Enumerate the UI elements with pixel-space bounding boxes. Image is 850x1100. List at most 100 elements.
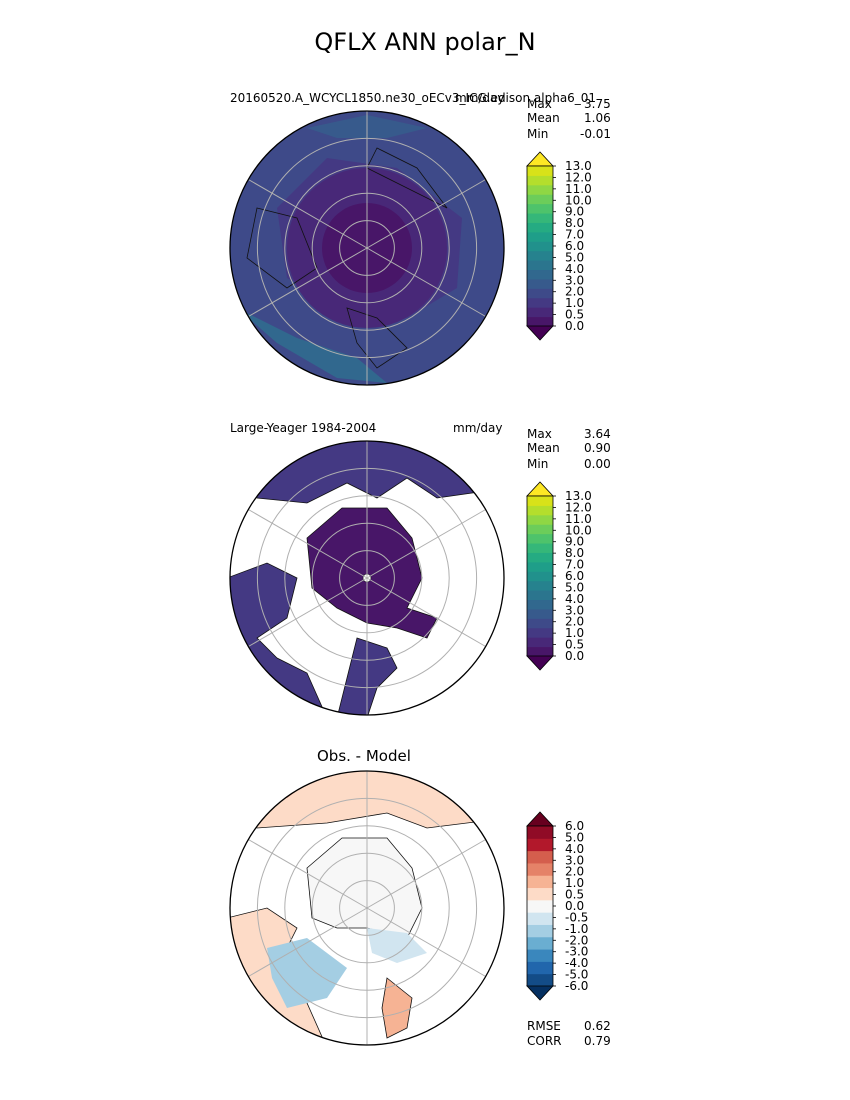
colorbar-tick-label: 0.0 xyxy=(565,319,584,333)
colorbar-tick-label: -1.0 xyxy=(565,922,588,936)
colorbar-segment xyxy=(527,899,553,913)
colorbar-tick-label: 5.0 xyxy=(565,580,584,594)
colorbar-segment xyxy=(527,241,553,252)
colorbar-tick-label: 3.0 xyxy=(565,273,584,287)
colorbar-segment xyxy=(527,936,553,950)
colorbar-segment xyxy=(527,316,553,327)
colorbar-tick-label: -3.0 xyxy=(565,945,588,959)
meridian-line xyxy=(248,247,368,317)
colorbar-segment xyxy=(527,637,553,648)
colorbar-segment xyxy=(527,524,553,535)
colorbar-tick-label: 11.0 xyxy=(565,512,592,526)
panel1-left-label: 20160520.A_WCYCL1850.ne30_oECv3_ICG.edis… xyxy=(230,91,597,105)
panel3-stat-rmse-label: RMSE xyxy=(527,1019,561,1033)
colorbar-tick-label: 6.0 xyxy=(565,239,584,253)
colorbar-segment xyxy=(527,924,553,938)
colorbar-tick-label: 8.0 xyxy=(565,546,584,560)
colorbar-tick-label: 2.0 xyxy=(565,865,584,879)
colorbar-segment xyxy=(527,260,553,271)
colorbar-tick-label: 4.0 xyxy=(565,842,584,856)
colorbar-segment xyxy=(527,231,553,242)
colorbar-tick-label: 0.5 xyxy=(565,308,584,322)
colorbar-tick-label: -2.0 xyxy=(565,933,588,947)
panel2-stat-mean-value: 0.90 xyxy=(584,441,611,455)
colorbar-segment xyxy=(527,175,553,186)
colorbar-tick-label: 3.0 xyxy=(565,853,584,867)
panel1-stat-max-value: 3.75 xyxy=(584,97,611,111)
meridian-line xyxy=(366,509,486,579)
colorbar-tick-label: 12.0 xyxy=(565,170,592,184)
meridian-line xyxy=(366,179,486,249)
barents-negative xyxy=(367,928,427,963)
colorbar-extend-min xyxy=(526,325,554,341)
colorbar-tick-label: 2.0 xyxy=(565,285,584,299)
colorbar-segment xyxy=(527,912,553,925)
colorbar-segment xyxy=(527,590,553,601)
colorbar-segment xyxy=(527,862,553,876)
colorbar-segment xyxy=(527,194,553,205)
colorbar-tick-label: 9.0 xyxy=(565,535,584,549)
colorbar-segment xyxy=(527,288,553,299)
meridian-line xyxy=(366,577,486,647)
colorbar-tick-label: 5.0 xyxy=(565,250,584,264)
colorbar-tick-label: 1.0 xyxy=(565,876,584,890)
meridian-line xyxy=(366,839,486,909)
panel1-units: mm/day xyxy=(455,91,505,105)
colorbar-tick-label: 13.0 xyxy=(565,489,592,503)
panel2-units: mm/day xyxy=(453,421,503,435)
colorbar-tick-label: 6.0 xyxy=(565,569,584,583)
colorbar-segment xyxy=(527,552,553,563)
colorbar-segment xyxy=(527,533,553,544)
colorbar-tick-label: 2.0 xyxy=(565,615,584,629)
colorbar-tick-label: 5.0 xyxy=(565,830,584,844)
panel2-stat-max-value: 3.64 xyxy=(584,427,611,441)
coastline-america xyxy=(246,207,318,289)
colorbar-segment xyxy=(527,961,553,975)
colorbar-segment xyxy=(527,297,553,308)
meridian-line xyxy=(248,577,368,647)
colorbar-segment xyxy=(527,514,553,525)
colorbar-tick-label: 0.0 xyxy=(565,899,584,913)
panel3-stat-rmse-value: 0.62 xyxy=(584,1019,611,1033)
panel1-stat-max-label: Max xyxy=(527,97,552,111)
colorbar-extend-max xyxy=(526,811,554,827)
colorbar-segment xyxy=(527,278,553,289)
colorbar-tick-label: 1.0 xyxy=(565,626,584,640)
panel2-stat-mean-label: Mean xyxy=(527,441,560,455)
map-boundary xyxy=(229,110,505,386)
colorbar-segment xyxy=(527,618,553,629)
colorbar-3: -6.0-5.0-4.0-3.0-2.0-1.0-0.50.00.51.02.0… xyxy=(526,811,588,1001)
colorbar-2: 0.00.51.02.03.04.05.06.07.08.09.010.011.… xyxy=(526,481,592,671)
colorbar-tick-label: 12.0 xyxy=(565,500,592,514)
atlantic-high xyxy=(237,308,387,383)
colorbar-tick-label: -4.0 xyxy=(565,956,588,970)
panel1-stat-mean-label: Mean xyxy=(527,111,560,125)
panel3-subtitle: Obs. - Model xyxy=(317,747,411,765)
meridian-line xyxy=(366,907,486,977)
colorbar-tick-label: 9.0 xyxy=(565,205,584,219)
colorbar-tick-label: 13.0 xyxy=(565,159,592,173)
colorbar-tick-label: 0.5 xyxy=(565,888,584,902)
colorbar-extend-min xyxy=(526,985,554,1001)
colorbar-segment xyxy=(527,646,553,657)
colorbar-tick-label: 4.0 xyxy=(565,262,584,276)
meridian-line xyxy=(248,509,368,579)
colorbar-segment xyxy=(527,561,553,572)
colorbar-tick-label: 7.0 xyxy=(565,228,584,242)
meridian-line xyxy=(248,179,368,249)
panel1-stat-mean-value: 1.06 xyxy=(584,111,611,125)
meridian-line xyxy=(366,247,486,317)
panel1-stat-min-value: -0.01 xyxy=(580,127,612,141)
colorbar-tick-label: 0.0 xyxy=(565,649,584,663)
colorbar-segment xyxy=(527,838,553,852)
meridian-line xyxy=(248,907,368,977)
polar-map-2 xyxy=(229,440,505,716)
colorbar-tick-label: 3.0 xyxy=(565,603,584,617)
colorbar-tick-label: -5.0 xyxy=(565,968,588,982)
colorbar-tick-label: 11.0 xyxy=(565,182,592,196)
colorbar-segment xyxy=(527,184,553,195)
colorbar-segment xyxy=(527,505,553,516)
map-boundary xyxy=(229,770,505,1046)
colorbar-tick-label: 4.0 xyxy=(565,592,584,606)
